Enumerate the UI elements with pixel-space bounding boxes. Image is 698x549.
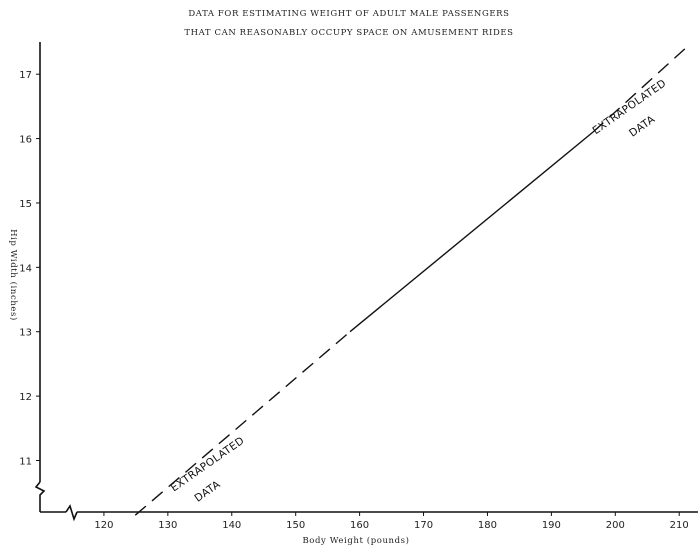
- y-tick-label-11: 11: [19, 456, 32, 467]
- chart-subtitle: THAT CAN REASONABLY OCCUPY SPACE ON AMUS…: [184, 28, 513, 38]
- ticks: 120 130 140 150 160 170 180 190 200 210 11 12 13 14 15…: [19, 70, 688, 531]
- axes: [34, 42, 698, 522]
- y-tick-label-16: 16: [19, 135, 32, 146]
- y-tick-label-13: 13: [19, 328, 32, 339]
- y-tick-label-12: 12: [19, 392, 32, 403]
- x-tick-label-170: 170: [414, 520, 433, 531]
- series-0-segment-0-dashed: [134, 331, 351, 516]
- x-axis-label: Body Weight (pounds): [302, 535, 409, 546]
- series: [134, 44, 690, 516]
- x-tick-label-200: 200: [606, 520, 625, 531]
- x-tick-label-190: 190: [542, 520, 561, 531]
- chart-title: DATA FOR ESTIMATING WEIGHT OF ADULT MALE…: [188, 9, 509, 19]
- x-tick-label-140: 140: [222, 520, 241, 531]
- y-tick-label-15: 15: [19, 199, 32, 210]
- annotation-3: DATA: [627, 113, 658, 140]
- y-axis-label: Hip Width (inches): [8, 229, 19, 321]
- x-axis-break: [65, 504, 78, 522]
- x-tick-label-130: 130: [158, 520, 177, 531]
- y-tick-label-17: 17: [19, 70, 32, 81]
- annotation-1: DATA: [192, 478, 223, 505]
- x-tick-label-180: 180: [478, 520, 497, 531]
- x-tick-label-120: 120: [94, 520, 113, 531]
- x-tick-label-210: 210: [670, 520, 689, 531]
- y-axis-break: [34, 481, 46, 512]
- x-tick-label-150: 150: [286, 520, 305, 531]
- series-0-segment-1-solid: [349, 131, 594, 333]
- y-tick-label-14: 14: [19, 263, 32, 274]
- x-tick-label-160: 160: [350, 520, 369, 531]
